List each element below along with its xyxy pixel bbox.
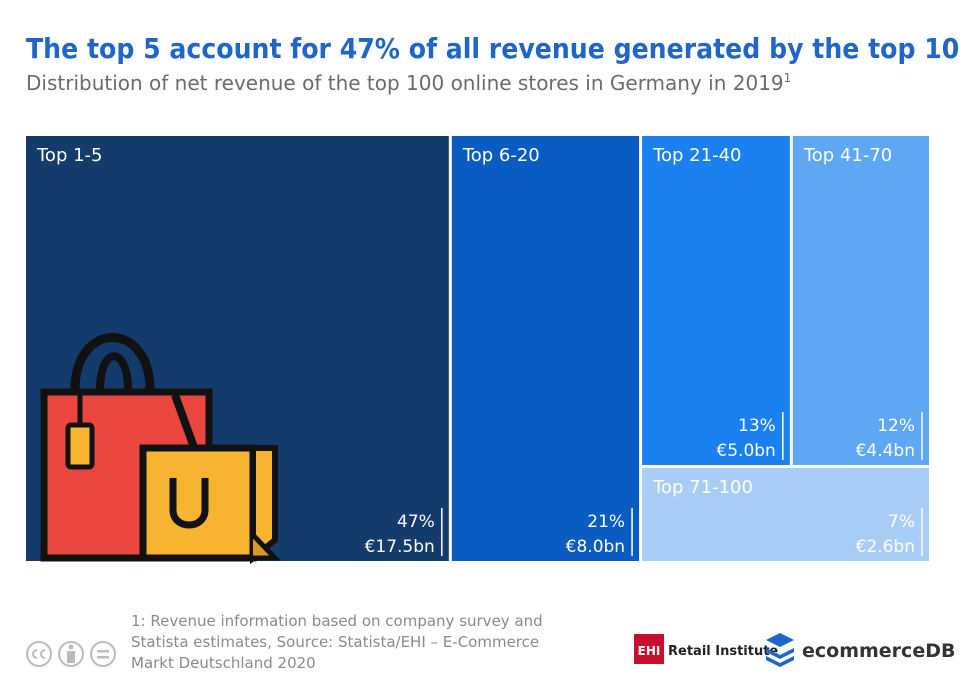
value-label: 21% xyxy=(587,512,625,532)
chart-subtitle: Distribution of net revenue of the top 1… xyxy=(26,71,791,95)
ecommercedb-logo: ecommerceDB xyxy=(802,640,955,662)
treemap-cell xyxy=(792,136,929,466)
footnote: 1: Revenue information based on company … xyxy=(131,612,543,672)
shopping-bag-icon xyxy=(40,333,281,565)
license-icons xyxy=(26,641,116,667)
chart-title: The top 5 account for 47% of all revenue… xyxy=(26,32,960,65)
cell-label: Top 6-20 xyxy=(462,145,540,166)
revenue-label: €8.0bn xyxy=(566,537,625,557)
cell-label: Top 41-70 xyxy=(803,145,892,166)
value-label: 13% xyxy=(738,416,776,436)
cell-label: Top 71-100 xyxy=(652,477,753,498)
footnote-line: Statista estimates, Source: Statista/EHI… xyxy=(131,633,539,651)
revenue-label: €17.5bn xyxy=(365,537,435,557)
value-label: 12% xyxy=(877,416,915,436)
value-label: 7% xyxy=(888,512,915,532)
footnote-line: 1: Revenue information based on company … xyxy=(131,612,543,630)
revenue-label: €5.0bn xyxy=(716,441,775,461)
value-label: 47% xyxy=(397,512,435,532)
revenue-label: €2.6bn xyxy=(856,537,915,557)
treemap-cell xyxy=(642,136,790,466)
footnote-line: Markt Deutschland 2020 xyxy=(131,654,316,672)
ehi-logo: EHI xyxy=(638,644,661,658)
ehi-logo-text: Retail Institute xyxy=(668,644,778,659)
subtitle-text: Distribution of net revenue of the top 1… xyxy=(26,71,784,95)
ehi-logo-box xyxy=(634,634,664,664)
cell-label: Top 1-5 xyxy=(36,145,103,166)
subtitle-note: 1 xyxy=(784,71,792,85)
ecommercedb-icon xyxy=(766,633,794,667)
cell-label: Top 21-40 xyxy=(652,145,741,166)
treemap-cell xyxy=(642,468,929,561)
treemap-cell xyxy=(451,136,640,561)
revenue-label: €4.4bn xyxy=(856,441,915,461)
treemap: Top 1-5 47% €17.5bn Top 6-20 21% €8.0bn Top 21… xyxy=(26,136,929,561)
